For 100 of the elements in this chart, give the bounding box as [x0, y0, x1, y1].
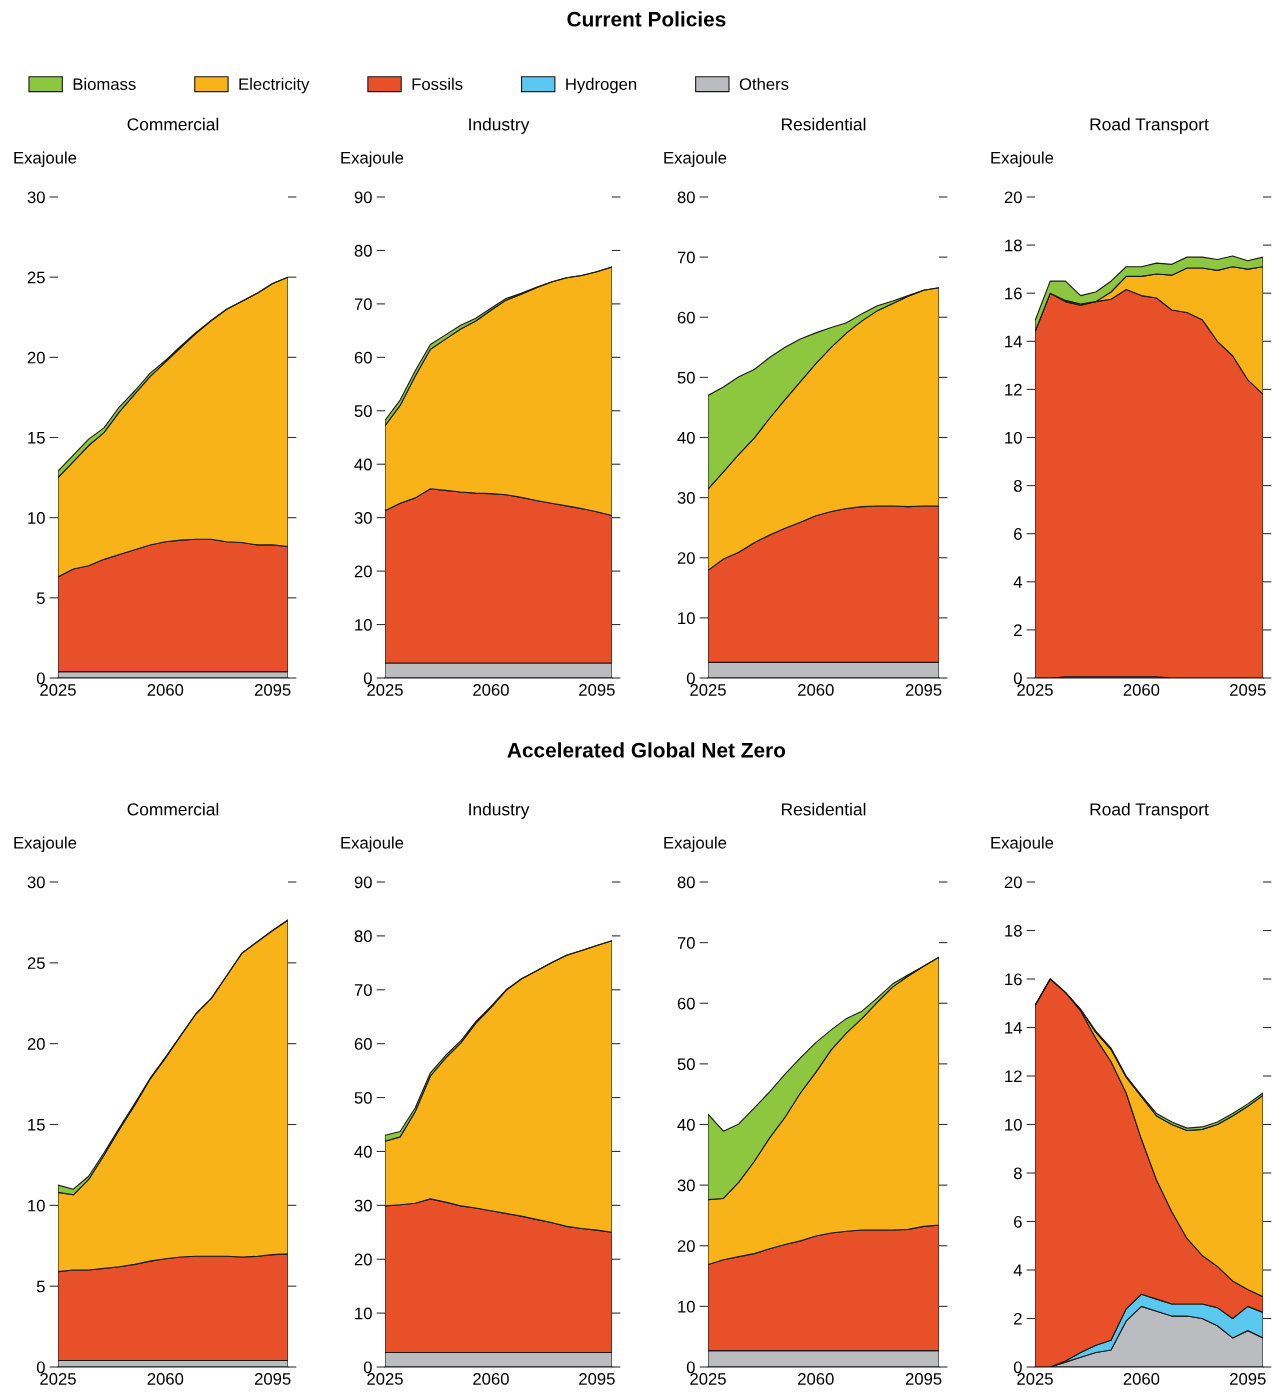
- chart-title: Industry: [469, 802, 530, 819]
- x-tick-label: 2060: [798, 684, 834, 696]
- y-tick-label: 20: [27, 1038, 45, 1050]
- chart-title: Commercial: [127, 802, 219, 816]
- x-tick-label: 2095: [579, 684, 615, 696]
- chart-title: Road Transport: [1090, 802, 1209, 819]
- x-tick-label: 2060: [798, 1373, 834, 1385]
- chart-title: Residential: [781, 117, 866, 131]
- y-tick-label: 0: [363, 672, 372, 685]
- y-tick-label: 40: [354, 458, 372, 471]
- x-tick-label: 2025: [367, 684, 403, 696]
- y-tick-label: 90: [354, 191, 372, 204]
- y-tick-label: 10: [28, 512, 45, 524]
- y-tick-label: 10: [28, 1199, 45, 1212]
- y-tick-label: 25: [27, 271, 45, 284]
- y-tick-label: 10: [355, 1307, 372, 1320]
- y-tick-label: 0: [1013, 672, 1022, 685]
- x-tick-label: 2095: [254, 1373, 291, 1385]
- y-tick-label: 60: [354, 1038, 372, 1050]
- text: Accelerated Global Net Zero: [507, 742, 786, 758]
- y-tick-label: 30: [677, 1179, 695, 1192]
- x-tick-label: 2025: [367, 1373, 403, 1385]
- y-tick-label: 0: [363, 1361, 372, 1374]
- y-tick-label: 50: [354, 405, 372, 417]
- y-tick-label: 8: [1013, 1167, 1022, 1180]
- y-tick-label: 60: [677, 311, 695, 324]
- legend-label: Electricity: [239, 77, 310, 94]
- y-tick-label: 6: [1014, 1215, 1022, 1228]
- legend-label: Others: [739, 77, 789, 91]
- x-tick-label: 2095: [1230, 684, 1266, 696]
- y-tick-label: 20: [27, 351, 45, 364]
- y-axis-title: Exajoule: [991, 151, 1054, 167]
- chart-title: Residential: [781, 802, 866, 816]
- y-tick-label: 18: [1005, 239, 1022, 252]
- x-tick-label: 2060: [147, 684, 184, 696]
- y-tick-label: 70: [677, 937, 695, 949]
- x-tick-label: 2095: [905, 684, 942, 696]
- y-tick-label: 0: [36, 672, 45, 685]
- x-tick-label: 2025: [690, 684, 726, 696]
- y-tick-label: 8: [1013, 480, 1022, 492]
- y-tick-label: 20: [1004, 876, 1022, 889]
- y-tick-label: 80: [354, 930, 372, 943]
- y-axis-title: Exajoule: [991, 836, 1054, 852]
- y-axis-title: Exajoule: [664, 836, 727, 852]
- y-tick-label: 50: [354, 1091, 372, 1104]
- x-tick-label: 2025: [40, 1373, 76, 1385]
- chart-title: Commercial: [127, 117, 219, 131]
- y-tick-label: 25: [27, 957, 45, 970]
- y-tick-label: 70: [677, 251, 695, 264]
- y-tick-label: 30: [677, 492, 695, 504]
- y-axis-title: Exajoule: [664, 151, 727, 167]
- y-tick-label: 30: [27, 191, 45, 204]
- x-tick-label: 2060: [473, 1373, 509, 1385]
- y-tick-label: 70: [354, 984, 372, 996]
- y-tick-label: 2: [1014, 1312, 1022, 1325]
- y-tick-label: 40: [677, 431, 695, 444]
- x-tick-label: 2095: [1230, 1373, 1266, 1385]
- y-tick-label: 30: [27, 876, 45, 889]
- y-tick-label: 0: [36, 1361, 45, 1374]
- y-tick-label: 30: [354, 512, 372, 524]
- y-tick-label: 2: [1014, 624, 1022, 636]
- y-tick-label: 10: [1005, 1118, 1022, 1131]
- y-tick-label: 90: [354, 876, 372, 889]
- y-axis-title: Exajoule: [14, 151, 77, 167]
- y-tick-label: 70: [354, 298, 372, 311]
- x-tick-label: 2060: [1123, 1373, 1160, 1385]
- y-tick-label: 5: [36, 592, 45, 605]
- y-tick-label: 60: [354, 351, 372, 364]
- y-tick-label: 20: [354, 1253, 372, 1266]
- y-tick-label: 14: [1005, 1022, 1023, 1034]
- legend-label: Biomass: [73, 77, 136, 91]
- chart-title: Road Transport: [1090, 117, 1209, 134]
- y-tick-label: 16: [1005, 973, 1022, 986]
- y-tick-label: 50: [677, 1058, 695, 1071]
- y-axis-title: Exajoule: [341, 836, 404, 852]
- y-tick-label: 80: [677, 191, 695, 204]
- y-tick-label: 20: [1004, 191, 1022, 204]
- y-tick-label: 60: [677, 997, 695, 1010]
- y-axis-title: Exajoule: [341, 151, 404, 167]
- y-tick-label: 10: [678, 612, 695, 625]
- y-tick-label: 30: [354, 1199, 372, 1212]
- legend-label: Hydrogen: [566, 77, 637, 94]
- y-tick-label: 0: [1013, 1361, 1022, 1374]
- x-tick-label: 2060: [473, 684, 509, 696]
- x-tick-label: 2025: [1017, 1373, 1053, 1385]
- legend-label: Fossils: [412, 77, 463, 91]
- y-tick-label: 10: [678, 1300, 695, 1313]
- text: Current Policies: [567, 11, 726, 27]
- y-tick-label: 12: [1005, 383, 1022, 396]
- y-axis-title: Exajoule: [14, 836, 77, 852]
- x-tick-label: 2095: [905, 1373, 942, 1385]
- y-tick-label: 15: [28, 1119, 45, 1131]
- y-tick-label: 4: [1013, 576, 1023, 588]
- y-tick-label: 20: [677, 1240, 695, 1252]
- y-tick-label: 10: [1005, 431, 1022, 444]
- y-tick-label: 5: [36, 1280, 45, 1293]
- y-tick-label: 12: [1005, 1070, 1022, 1083]
- y-tick-label: 80: [677, 876, 695, 889]
- y-tick-label: 14: [1005, 335, 1023, 348]
- x-tick-label: 2025: [40, 684, 76, 696]
